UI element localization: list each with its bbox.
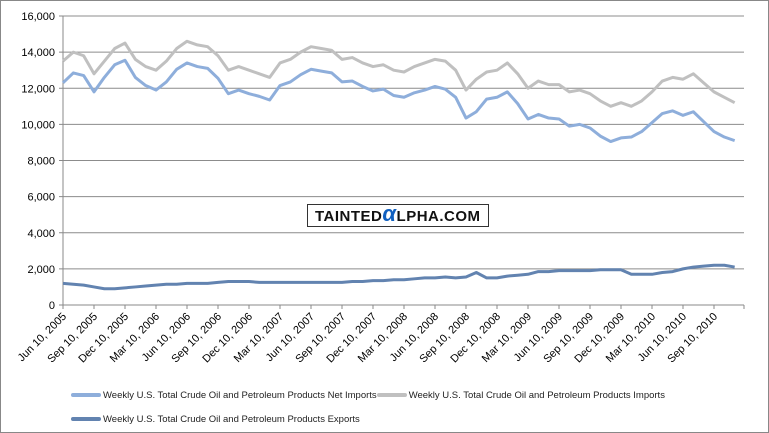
watermark-text-end: LPHA.COM bbox=[396, 208, 481, 225]
y-tick-label: 2,000 bbox=[27, 264, 55, 276]
y-tick-label: 12,000 bbox=[21, 83, 55, 95]
y-tick-label: 16,000 bbox=[21, 11, 55, 23]
legend-swatch bbox=[71, 417, 101, 421]
legend-item-exports: Weekly U.S. Total Crude Oil and Petroleu… bbox=[71, 410, 360, 428]
legend-label: Weekly U.S. Total Crude Oil and Petroleu… bbox=[103, 389, 377, 401]
legend-swatch bbox=[376, 393, 407, 397]
y-tick-label: 4,000 bbox=[27, 228, 55, 240]
net-imports-line bbox=[61, 58, 736, 144]
legend-label: Weekly U.S. Total Crude Oil and Petroleu… bbox=[408, 389, 665, 401]
exports-line bbox=[62, 263, 735, 291]
imports-line bbox=[62, 39, 736, 108]
y-tick-label: 0 bbox=[49, 300, 55, 312]
legend-swatch bbox=[71, 393, 101, 397]
watermark-text: TAINTED bbox=[315, 208, 383, 225]
legend-label: Weekly U.S. Total Crude Oil and Petroleu… bbox=[103, 413, 360, 425]
line-chart: 0 2,000 4,000 6,000 8,000 10,000 12,000 14,000 1… bbox=[16, 11, 745, 365]
y-tick-label: 10,000 bbox=[21, 119, 55, 131]
legend-item-net-imports: Weekly U.S. Total Crude Oil and Petroleu… bbox=[71, 386, 377, 404]
y-tick-label: 8,000 bbox=[27, 156, 55, 168]
legend: Weekly U.S. Total Crude Oil and Petroleu… bbox=[71, 386, 751, 428]
legend-item-imports: Weekly U.S. Total Crude Oil and Petroleu… bbox=[376, 386, 665, 404]
y-tick-label: 14,000 bbox=[21, 47, 55, 59]
y-tick-label: 6,000 bbox=[27, 192, 55, 204]
watermark-logo: TAINTEDαLPHA.COM bbox=[307, 201, 489, 227]
watermark-alpha: α bbox=[382, 201, 397, 226]
